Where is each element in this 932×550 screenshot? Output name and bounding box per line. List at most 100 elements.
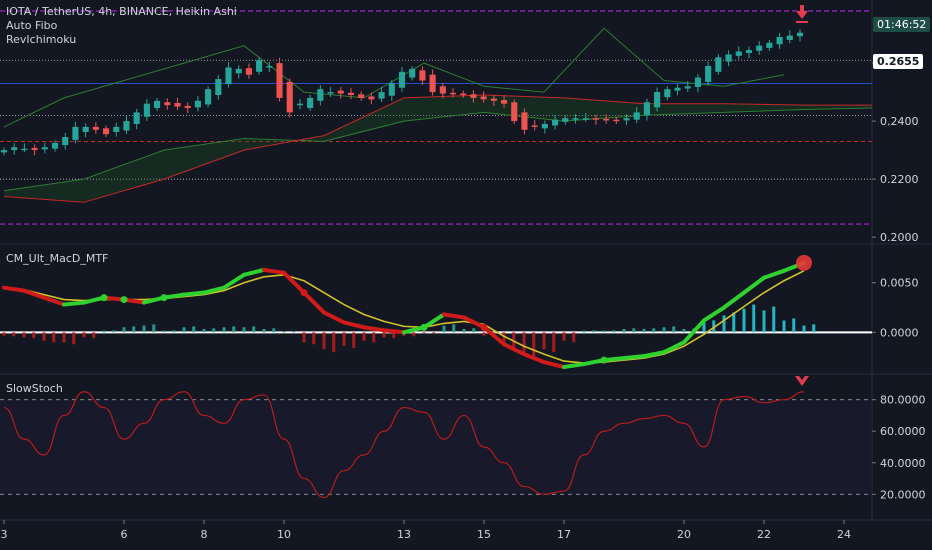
macd-line-segment <box>302 290 326 315</box>
indicator-revichimoku[interactable]: RevIchimoku <box>6 33 77 46</box>
countdown-timer: 01:46:52 <box>873 17 931 32</box>
price-axis-label: 0.2200 <box>880 173 919 186</box>
candle-body <box>0 150 8 153</box>
time-axis-label: 8 <box>201 528 208 541</box>
stoch-pane[interactable] <box>0 391 872 499</box>
candle-body <box>347 92 355 95</box>
candle-body <box>205 89 212 105</box>
candle-body <box>572 118 579 120</box>
price-axis-label: 0.2000 <box>880 231 919 244</box>
macd-histogram-bar <box>252 326 256 333</box>
symbol-line[interactable]: IOTA / TetherUS, 4h, BINANCE, Heikin Ash… <box>6 5 237 18</box>
macd-cross-dot <box>300 289 308 297</box>
macd-histogram-bar <box>292 331 296 333</box>
macd-histogram-bar <box>442 325 446 333</box>
candle-body <box>470 94 477 98</box>
time-axis-label: 17 <box>557 528 571 541</box>
macd-histogram-bar <box>312 332 316 345</box>
macd-line-segment <box>62 300 86 307</box>
stoch-axis-label: 80.0000 <box>880 394 926 407</box>
candle-body <box>735 51 742 56</box>
macd-histogram-bar <box>22 332 26 338</box>
macd-histogram-bar <box>792 318 796 333</box>
macd-histogram-bar <box>372 332 376 343</box>
candle-body <box>72 126 79 140</box>
macd-histogram-bar <box>502 332 506 346</box>
macd-line-segment <box>542 360 566 370</box>
macd-cross-dot <box>600 356 608 364</box>
candle-body <box>460 93 467 96</box>
macd-histogram-bar <box>522 332 526 353</box>
candle-body <box>419 70 426 81</box>
time-axis-label: 6 <box>121 528 128 541</box>
candle-body <box>531 125 538 127</box>
candle-body <box>123 121 130 131</box>
macd-histogram-bar <box>322 332 326 350</box>
macd-histogram-bar <box>62 332 66 343</box>
macd-histogram-bar <box>12 332 16 337</box>
candle-body <box>756 45 763 51</box>
macd-label[interactable]: CM_Ult_MacD_MTF <box>6 252 109 265</box>
candle-body <box>500 100 508 104</box>
candle-body <box>398 71 406 88</box>
candle-body <box>429 74 436 93</box>
candle-body <box>439 86 446 94</box>
macd-histogram-bar <box>262 328 266 333</box>
macd-pane[interactable] <box>0 254 872 370</box>
stoch-label[interactable]: SlowStoch <box>6 382 63 395</box>
candle-body <box>388 83 395 96</box>
candle-body <box>705 66 712 82</box>
macd-line-segment <box>362 325 386 333</box>
macd-histogram-bar <box>782 320 786 333</box>
candle-body <box>286 81 293 113</box>
macd-line-segment <box>642 350 666 359</box>
candle-body <box>776 37 783 45</box>
macd-line-segment <box>502 342 526 357</box>
time-axis-label: 10 <box>277 528 291 541</box>
macd-line-segment <box>202 285 226 295</box>
candle-body <box>694 77 702 88</box>
macd-cross-dot <box>420 323 428 331</box>
macd-histogram-bar <box>392 332 396 339</box>
price-pane[interactable] <box>0 10 873 225</box>
macd-histogram-bar <box>722 315 726 333</box>
macd-histogram-bar <box>182 327 186 333</box>
candle-body <box>92 126 99 130</box>
stoch-band <box>0 399 872 495</box>
candle-body <box>684 86 691 89</box>
candle-body <box>368 96 375 100</box>
candle-body <box>317 89 324 101</box>
candle-body <box>337 90 344 94</box>
price-legend: IOTA / TetherUS, 4h, BINANCE, Heikin Ash… <box>6 5 237 47</box>
indicator-auto-fibo[interactable]: Auto Fibo <box>6 19 58 32</box>
macd-histogram-bar <box>482 332 486 336</box>
candle-body <box>225 67 232 85</box>
candle-body <box>745 50 753 53</box>
candle-body <box>511 102 518 122</box>
macd-histogram-bar <box>2 332 6 336</box>
macd-line-segment <box>342 320 366 330</box>
candle-body <box>552 119 559 126</box>
macd-histogram-bar <box>92 332 96 339</box>
candle-body <box>766 42 773 48</box>
candle-body <box>541 124 548 129</box>
stoch-axis-label: 40.0000 <box>880 457 926 470</box>
macd-histogram-bar <box>642 328 646 333</box>
macd-histogram-bar <box>612 330 616 333</box>
candle-body <box>307 97 314 109</box>
macd-histogram-bar <box>762 310 766 333</box>
macd-line-segment <box>622 354 646 361</box>
macd-histogram-bar <box>632 328 636 333</box>
candle-body <box>521 112 528 130</box>
macd-histogram-bar <box>202 328 206 333</box>
candle-body <box>603 118 610 121</box>
candle-body <box>592 118 599 120</box>
macd-histogram-bar <box>72 332 76 345</box>
ichimoku-line <box>3 107 873 192</box>
candle-body <box>41 147 48 150</box>
candle-body <box>215 79 222 95</box>
macd-histogram-bar <box>32 332 36 339</box>
time-axis-label: 3 <box>1 528 8 541</box>
macd-cross-dot <box>100 294 108 302</box>
